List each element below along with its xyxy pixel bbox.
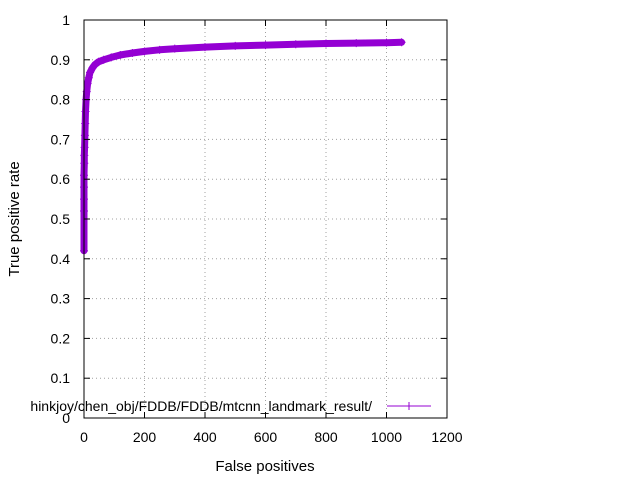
data-point-marker	[291, 40, 300, 49]
y-tick-label: 0.8	[51, 92, 71, 108]
y-tick-label: 0.3	[51, 291, 71, 307]
legend: hinkjoy/chen_obj/FDDB/FDDB/mtcnn_landmar…	[30, 398, 431, 414]
y-tick-label: 1	[62, 12, 70, 28]
y-axis-label: True positive rate	[6, 161, 23, 276]
data-point-marker	[322, 39, 330, 48]
data-point-marker	[261, 41, 270, 50]
x-tick-label: 600	[254, 429, 278, 445]
data-point-marker	[81, 119, 90, 128]
y-tick-label: 0.5	[51, 211, 71, 227]
x-tick-label: 200	[133, 429, 157, 445]
data-point-marker	[99, 55, 108, 64]
data-point-marker	[201, 43, 209, 52]
data-point-marker	[397, 38, 406, 47]
data-point-marker	[352, 39, 361, 48]
data-point-marker	[382, 38, 391, 47]
y-tick-label: 0.9	[51, 52, 71, 68]
y-tick-label: 0.4	[51, 251, 71, 267]
legend-swatch	[387, 402, 431, 410]
grid-lines	[84, 20, 447, 418]
plot-series	[80, 38, 406, 255]
legend-label: hinkjoy/chen_obj/FDDB/FDDB/mtcnn_landmar…	[30, 398, 372, 414]
x-tick-label: 400	[193, 429, 217, 445]
data-point-marker	[231, 41, 240, 50]
data-point-marker	[128, 49, 137, 58]
x-axis-label: False positives	[215, 458, 314, 475]
data-point-marker	[116, 51, 125, 60]
y-tick-label: 0.6	[51, 171, 71, 187]
data-point-marker	[83, 79, 92, 88]
data-point-marker	[140, 47, 149, 56]
data-point-marker	[170, 44, 179, 53]
y-tick-label: 0.7	[51, 131, 71, 147]
data-point-marker	[155, 45, 164, 54]
data-point-marker	[80, 143, 89, 152]
tick-labels: 0 200 400 600 800 1000 1200 0 0.1 0.2 0.3 0.4 0.5 0.6…	[51, 12, 463, 445]
data-point-marker	[86, 68, 95, 77]
x-tick-label: 1000	[371, 429, 402, 445]
y-tick-label: 0	[62, 410, 70, 426]
legend-swatch-marker	[405, 402, 413, 410]
data-point-marker	[94, 57, 103, 66]
data-point-marker	[81, 107, 90, 116]
data-point-marker	[107, 53, 116, 62]
y-tick-label: 0.2	[51, 330, 71, 346]
axis-ticks	[83, 19, 448, 419]
data-point-marker	[84, 73, 93, 82]
x-tick-label: 800	[314, 429, 338, 445]
series-line	[80, 38, 406, 255]
x-tick-label: 0	[80, 429, 88, 445]
x-tick-label: 1200	[431, 429, 462, 445]
y-tick-label: 0.1	[51, 370, 71, 386]
data-point-marker	[80, 131, 89, 140]
